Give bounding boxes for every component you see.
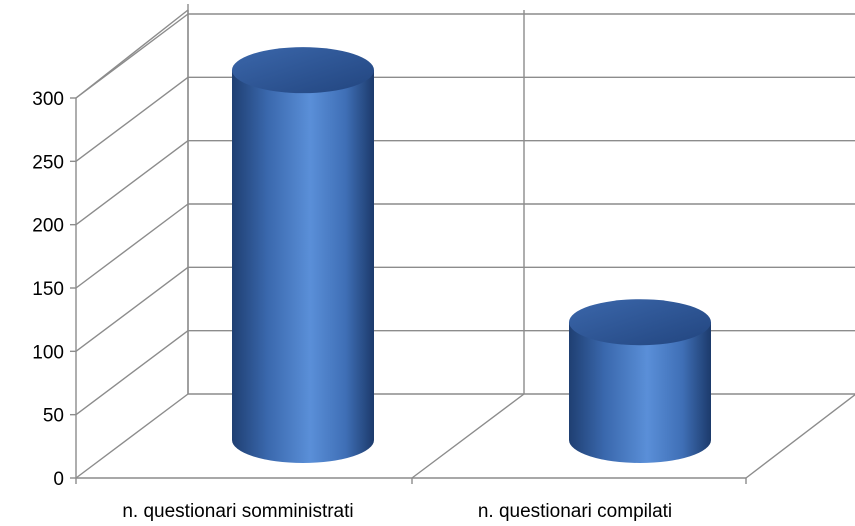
side-wall-gridline xyxy=(75,140,189,226)
bar-2 xyxy=(569,299,711,463)
x-category-label: n. questionari compilati xyxy=(478,501,672,522)
floor-right-edge xyxy=(745,393,855,479)
y-tick-label: 150 xyxy=(32,279,64,300)
chart-labels: 0 50 100 150 200 250 300 n. questionari sommini… xyxy=(32,89,672,522)
y-tick-label: 250 xyxy=(32,152,64,173)
x-category-label: n. questionari somministrati xyxy=(122,501,353,522)
chart-bars xyxy=(232,47,711,463)
bar-1 xyxy=(232,47,374,463)
side-wall-gridline xyxy=(75,393,189,479)
cylinder-body xyxy=(232,70,374,463)
side-wall-gridline xyxy=(75,76,189,162)
cylinder-body xyxy=(569,322,711,463)
side-wall-gridline xyxy=(75,266,189,352)
y-tick-label: 0 xyxy=(53,469,64,490)
floor-divider xyxy=(411,393,525,479)
side-wall-gridline xyxy=(75,203,189,289)
side-wall-top-edge xyxy=(75,9,189,99)
y-tick-label: 50 xyxy=(43,406,64,427)
cylinder-top xyxy=(569,299,711,346)
y-tick-label: 200 xyxy=(32,216,64,237)
side-wall-gridline xyxy=(75,330,189,416)
y-tick-label: 300 xyxy=(32,89,64,110)
cylinder-top xyxy=(232,47,374,94)
chart-walls xyxy=(70,4,855,484)
y-tick-label: 100 xyxy=(32,342,64,363)
